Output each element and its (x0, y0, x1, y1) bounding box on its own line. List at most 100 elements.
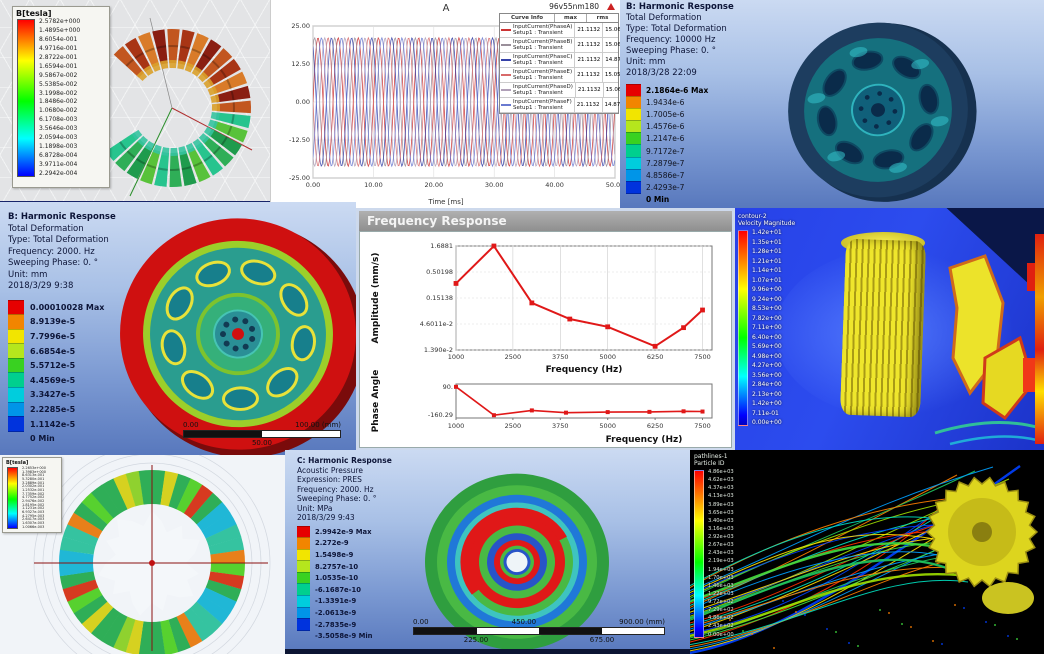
legend-entry: 8.9139e-5 (8, 314, 104, 330)
legend-entry: 9.7172e-7 (626, 144, 708, 158)
legend-entry: 7.2879e-7 (626, 156, 708, 170)
contour-legend: 2.9942e-9 Max 2.272e-9 1.5498e-9 8.2757e… (297, 525, 373, 642)
svg-text:25.00: 25.00 (291, 22, 310, 30)
header-line: B: Harmonic Response (626, 2, 734, 12)
legend-label: 8.9139e-5 (30, 317, 76, 327)
legend-swatch (626, 107, 641, 122)
window-title-bar[interactable]: Frequency Response (359, 211, 732, 231)
legend-label: 9.7172e-7 (646, 146, 685, 156)
y-axis-label: Y1 [A] (271, 85, 272, 106)
legend-label: 6.6854e-5 (30, 346, 76, 356)
plot-subtitle: 96v55nm180 (549, 2, 599, 11)
svg-text:0.00: 0.00 (306, 181, 320, 189)
legend-entry: 8.2757e-10 (297, 560, 373, 573)
legend-label: 1.0535e-10 (315, 574, 359, 583)
svg-text:50.00: 50.00 (606, 181, 621, 189)
legend-value: 4.37e+03 (708, 485, 734, 492)
header-line: B: Harmonic Response (8, 212, 116, 222)
header-line: Total Deformation (626, 13, 702, 23)
curve-setup: Setup1 : Transient (513, 75, 563, 81)
header-line: 2018/3/29 9:38 (8, 281, 74, 291)
panel-maxwell-rotor[interactable]: B[tesla] 2.2653e+000 1.3983e+000 8.6313e-0… (0, 455, 285, 654)
legend-value: 3.2889e-001 (22, 480, 45, 485)
legend-label: -6.1687e-10 (315, 585, 361, 594)
legend-entry: 1.7005e-6 (626, 107, 708, 122)
panel-acoustic-pressure[interactable]: C: Harmonic Response Acoustic Pressure Exp… (285, 450, 690, 654)
legend-value: 3.16e+03 (708, 525, 734, 532)
svg-text:5000: 5000 (599, 422, 616, 430)
svg-text:20.00: 20.00 (424, 181, 443, 189)
legend-value: 4.7752e-002 (22, 495, 45, 500)
header-line: Frequency: 2000. Hz (8, 246, 95, 257)
curve-name: InputCurrent(PhaseD) (513, 84, 573, 90)
header-line: Sweeping Phase: 0. ° (626, 46, 717, 56)
legend-label: 1.4576e-6 (646, 122, 685, 132)
legend-label: 5.5712e-5 (30, 361, 76, 371)
svg-text:1000: 1000 (448, 422, 465, 430)
legend-entry: 3.3427e-5 (8, 387, 104, 403)
curve-row: InputCurrent(PhaseA) Setup1 : Transient … (500, 23, 621, 38)
frequency-response-charts: 1000 2500 3750 5000 6250 7500 1.6881 0.50198 0.1… (371, 242, 713, 445)
legend-value: 5.5385e-002 (39, 80, 78, 88)
ruler-label: 225.00 (463, 636, 489, 644)
panel-harmonic-10000hz[interactable]: B: Harmonic Response Total Deformation Typ… (620, 0, 1044, 208)
legend-value: 2.2942e-004 (39, 169, 78, 177)
panel-cfd-velocity-contour[interactable]: contour-2 Velocity Magnitude 1.42e+01 1.35… (735, 208, 1044, 455)
header-line: Frequency: 2000. Hz (297, 484, 374, 494)
legend-value: 2.84e+00 (752, 381, 782, 388)
header-line: Unit: mm (626, 57, 666, 67)
plot-marker-icon (607, 3, 615, 10)
curve-rms: 15.0606 (602, 23, 621, 37)
legend-value: 6.9327e-003 (22, 509, 45, 514)
legend-value: 4.2795e-003 (22, 513, 45, 518)
acoustic-disc-view (425, 473, 609, 651)
legend-swatch (626, 156, 641, 170)
svg-text:-12.50: -12.50 (289, 136, 310, 144)
legend-value: 3.9711e-004 (39, 161, 78, 168)
legend-value: 7.29e+02 (708, 607, 734, 614)
curve-max: 21.1132 (574, 83, 603, 97)
panel-current-waveforms[interactable]: A 96v55nm180 0.00 10.00 20.00 30.00 40.00 50.… (270, 0, 621, 208)
legend-label: 1.9434e-6 (646, 97, 685, 107)
legend-value: 3.56e+00 (752, 371, 782, 379)
legend-entry: 6.6854e-5 (8, 343, 104, 359)
svg-text:30.00: 30.00 (485, 181, 504, 189)
panel-harmonic-2000hz[interactable]: B: Harmonic Response Total Deformation Typ… (0, 202, 356, 455)
legend-title-line: contour-2 (738, 213, 767, 220)
header-line: 2018/3/28 22:09 (626, 68, 697, 78)
legend-value: 2.67e+03 (708, 542, 734, 549)
panel-maxwell-torus[interactable]: B[tesla] 2.5782e+000 1.4895e+000 8.6054e-0… (0, 0, 270, 208)
scale-ruler: 0.00 100.00 (mm) 50.00 (183, 421, 341, 447)
legend-entry: -3.5058e-9 Min (297, 629, 373, 642)
legend-value: 2.43e+02 (708, 623, 734, 630)
svg-text:5000: 5000 (599, 353, 616, 361)
legend-entry: 1.1142e-5 (8, 416, 104, 432)
legend-title: contour-2 Velocity Magnitude (738, 213, 795, 227)
fluent-legend: pathlines-1 Particle ID 4.86e+03 4.62e+03 4… (694, 453, 734, 638)
legend-swatch (8, 430, 24, 447)
legend-values: 2.2653e+000 1.3983e+000 8.6313e-001 5.3280e… (18, 466, 46, 529)
header-line: Type: Total Deformation (626, 24, 727, 34)
svg-text:1.6881: 1.6881 (430, 242, 453, 250)
legend-value: 4.86e+02 (708, 615, 734, 622)
torus-motor-3d-view (105, 17, 253, 197)
legend-value: 7.82e+00 (752, 314, 782, 322)
svg-text:3750: 3750 (552, 353, 569, 361)
svg-text:7500: 7500 (694, 353, 711, 361)
legend-value: 4.86e+03 (708, 469, 734, 475)
header-line: Unit: mm (8, 269, 48, 280)
panel-particle-pathlines[interactable]: pathlines-1 Particle ID 4.86e+03 4.62e+03 4… (690, 450, 1044, 654)
svg-text:1000: 1000 (448, 353, 465, 361)
legend-value: 3.40e+03 (708, 517, 734, 524)
legend-value: 1.42e+00 (752, 400, 782, 407)
curve-name: InputCurrent(PhaseF) (513, 99, 572, 105)
legend-value: 3.89e+03 (708, 501, 734, 508)
svg-text:Phase Angle: Phase Angle (371, 370, 381, 433)
legend-entry: 2.1864e-6 Max (626, 83, 708, 97)
legend-value: 1.22e+03 (708, 590, 734, 597)
ruler-label: 900.00 (mm) (619, 618, 665, 626)
legend-value: 9.96e+00 (752, 286, 782, 293)
curve-color-swatch (501, 44, 511, 46)
curve-name: InputCurrent(PhaseE) (513, 69, 573, 75)
